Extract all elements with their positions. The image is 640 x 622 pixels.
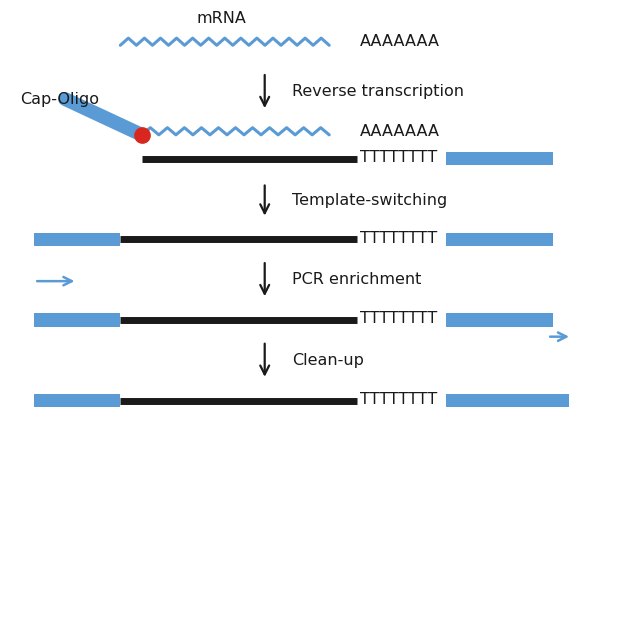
Text: Cap-Oligo: Cap-Oligo	[20, 91, 99, 106]
Text: PCR enrichment: PCR enrichment	[292, 272, 422, 287]
Text: TTTTTTTT: TTTTTTTT	[360, 231, 437, 246]
Text: TTTTTTTT: TTTTTTTT	[360, 392, 437, 407]
Bar	[35, 313, 120, 327]
Bar	[446, 313, 554, 327]
Bar	[446, 233, 554, 246]
Text: AAAAAAA: AAAAAAA	[360, 124, 440, 139]
Text: Clean-up: Clean-up	[292, 353, 364, 368]
Text: TTTTTTTT: TTTTTTTT	[360, 311, 437, 327]
Bar	[446, 394, 569, 407]
Text: AAAAAAA: AAAAAAA	[360, 34, 440, 49]
Bar	[446, 152, 554, 165]
Bar	[35, 233, 120, 246]
Text: Reverse transcription: Reverse transcription	[292, 84, 465, 99]
Bar	[35, 394, 120, 407]
Text: Template-switching: Template-switching	[292, 193, 447, 208]
Text: mRNA: mRNA	[196, 11, 246, 26]
Text: TTTTTTTT: TTTTTTTT	[360, 150, 437, 165]
